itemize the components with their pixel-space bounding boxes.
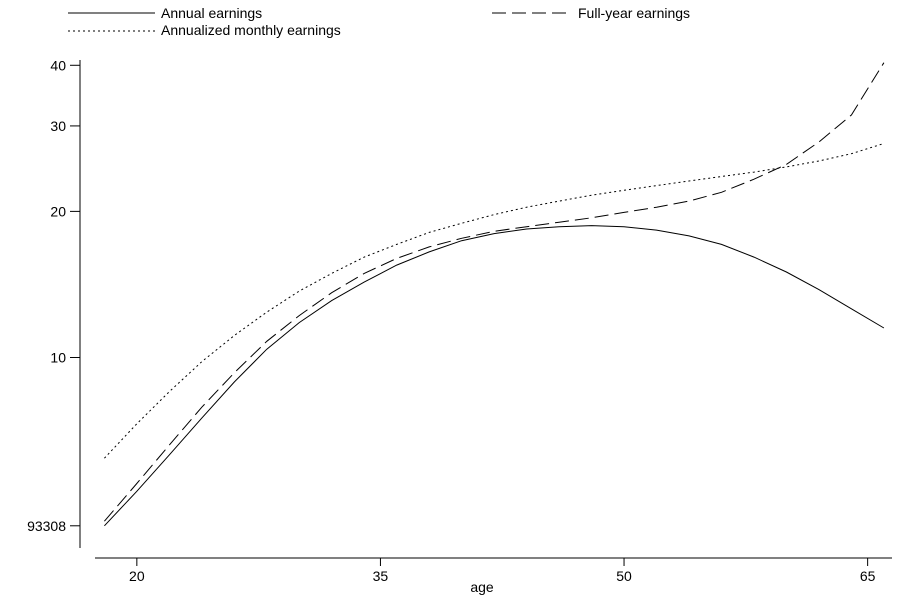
y-tick-label: 10	[50, 349, 66, 365]
series-line-2	[104, 62, 885, 522]
series-lines	[104, 62, 885, 527]
series-line-1	[104, 225, 885, 527]
y-tick-label: 40	[50, 57, 66, 73]
series-line-3	[104, 143, 885, 459]
x-tick-label: 65	[860, 568, 876, 584]
axes: 93308 10 20 30 40 20 35 50 65	[27, 57, 892, 584]
legend-label-3: Annualized monthly earnings	[161, 22, 341, 38]
x-tick-label: 35	[373, 568, 389, 584]
legend: Annual earnings Full-year earnings Annuali…	[68, 5, 690, 38]
legend-label-2: Full-year earnings	[578, 5, 690, 21]
y-tick-label: 30	[50, 118, 66, 134]
y-tick-label: 93308	[27, 518, 66, 534]
x-axis-label: age	[470, 579, 494, 595]
legend-label-1: Annual earnings	[161, 5, 262, 21]
y-tick-label: 20	[50, 203, 66, 219]
x-tick-label: 50	[616, 568, 632, 584]
x-tick-label: 20	[129, 568, 145, 584]
